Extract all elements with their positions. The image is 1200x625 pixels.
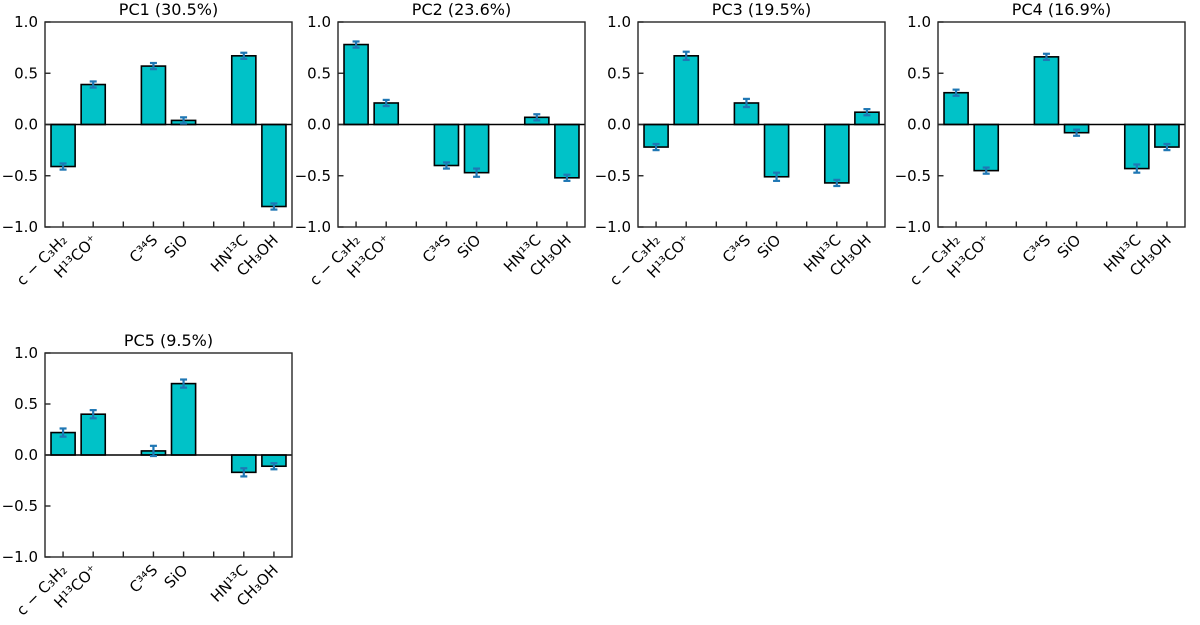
- y-tick-label: 0.5: [307, 64, 331, 82]
- bar-pc2-cat3: [463, 123, 490, 174]
- errorbar-pc4-cat0: [952, 88, 960, 97]
- bar-pc5-cat3: [170, 382, 197, 456]
- errorbar-pc1-cat3: [180, 116, 188, 125]
- errorbar-pc5-cat0: [59, 427, 67, 438]
- y-tick-label: −1.0: [595, 218, 631, 236]
- errorbar-pc3-cat2: [742, 97, 750, 109]
- errorbar-pc5-cat3: [180, 378, 188, 389]
- x-category-label: SiO: [161, 561, 192, 592]
- x-category-label: C³⁴S: [126, 231, 161, 266]
- errorbar-pc4-cat4: [1133, 163, 1141, 174]
- errorbar-pc2-cat3: [473, 167, 481, 178]
- errorbar-pc5-cat1: [89, 409, 97, 420]
- y-tick-label: 0.5: [607, 64, 631, 82]
- y-tick-label: 1.0: [14, 13, 38, 31]
- y-tick-label: 1.0: [14, 344, 38, 362]
- bar-pc1-cat1: [80, 83, 107, 126]
- errorbar-pc2-cat1: [382, 98, 390, 108]
- errorbar-pc1-cat2: [149, 61, 157, 71]
- errorbar-pc5-cat2: [149, 444, 157, 458]
- bar-pc4-cat4: [1123, 123, 1150, 170]
- y-tick-label: −0.5: [895, 167, 931, 185]
- bar-pc2-cat2: [433, 123, 460, 167]
- bar-pc4-cat2: [1033, 56, 1060, 126]
- y-tick-label: 0.5: [14, 395, 38, 413]
- errorbar-pc4-cat5: [1163, 142, 1171, 152]
- bar-pc1-cat4: [230, 55, 257, 126]
- y-tick-label: −1.0: [895, 218, 931, 236]
- errorbar-pc3-cat3: [773, 171, 781, 182]
- y-tick-label: −1.0: [2, 548, 38, 566]
- errorbar-pc3-cat0: [652, 142, 660, 152]
- bar-pc3-cat4: [823, 123, 850, 184]
- subplot-pc1: 1.0 0.5 0.0 −0.5 −1.0 c − C₃H₂ H¹³CO⁺ C³⁴S SiO HN…: [0, 0, 300, 318]
- y-tick-label: 1.0: [307, 13, 331, 31]
- bar-pc2-cat5: [554, 123, 580, 179]
- y-tick-label: 1.0: [607, 13, 631, 31]
- subplot-pc5: 1.0 0.5 0.0 −0.5 −1.0 c − C₃H₂ H¹³CO⁺ C³⁴S SiO HN…: [0, 331, 300, 625]
- y-tick-label: 0.0: [307, 116, 331, 134]
- bar-pc1-cat0: [50, 123, 76, 168]
- errorbar-pc3-cat5: [863, 108, 871, 117]
- plot-title: PC2 (23.6%): [412, 0, 511, 19]
- bar-pc1-cat5: [261, 123, 287, 208]
- errorbar-pc1-cat0: [59, 162, 67, 171]
- y-tick-label: −1.0: [295, 218, 331, 236]
- bar-pc3-cat1: [673, 55, 700, 126]
- errorbar-pc5-cat5: [270, 462, 278, 471]
- y-tick-label: −1.0: [2, 218, 38, 236]
- y-tick-label: 0.0: [907, 116, 931, 134]
- bar-pc4-cat0: [943, 91, 969, 126]
- x-category-label: SiO: [754, 231, 785, 262]
- plot-title: PC3 (19.5%): [712, 0, 811, 19]
- bar-pc4-cat1: [973, 123, 1000, 172]
- y-tick-label: 0.5: [907, 64, 931, 82]
- errorbar-pc4-cat2: [1042, 52, 1050, 62]
- x-category-label: SiO: [454, 231, 485, 262]
- errorbar-pc1-cat4: [240, 51, 248, 61]
- errorbar-pc3-cat4: [833, 178, 841, 188]
- y-tick-label: −0.5: [595, 167, 631, 185]
- bar-pc1-cat2: [140, 65, 167, 126]
- y-tick-label: 0.0: [607, 116, 631, 134]
- plot-title: PC4 (16.9%): [1012, 0, 1111, 19]
- bar-pc2-cat0: [343, 43, 369, 126]
- x-category-label: C³⁴S: [419, 231, 454, 266]
- y-tick-label: −0.5: [295, 167, 331, 185]
- errorbar-pc2-cat5: [563, 173, 571, 182]
- errorbar-pc3-cat1: [682, 50, 690, 62]
- x-category-label: C³⁴S: [719, 231, 754, 266]
- subplot-pc3: 1.0 0.5 0.0 −0.5 −1.0 c − C₃H₂ H¹³CO⁺ C³⁴S SiO HN…: [593, 0, 893, 318]
- bar-pc3-cat3: [763, 123, 790, 178]
- errorbar-pc2-cat0: [352, 40, 360, 49]
- x-category-label: C³⁴S: [1019, 231, 1054, 266]
- errorbar-pc5-cat4: [240, 467, 248, 478]
- y-tick-label: 0.0: [14, 446, 38, 464]
- errorbar-pc4-cat3: [1073, 128, 1081, 137]
- plot-title: PC5 (9.5%): [124, 331, 213, 350]
- y-tick-label: 0.0: [14, 116, 38, 134]
- subplot-pc2: 1.0 0.5 0.0 −0.5 −1.0 c − C₃H₂ H¹³CO⁺ C³⁴S SiO HN…: [293, 0, 593, 318]
- x-category-label: SiO: [1054, 231, 1085, 262]
- y-tick-label: −0.5: [2, 167, 38, 185]
- errorbar-pc1-cat5: [270, 202, 278, 211]
- x-category-label: C³⁴S: [126, 561, 161, 596]
- errorbar-pc2-cat4: [533, 113, 541, 122]
- y-tick-label: 1.0: [907, 13, 931, 31]
- bar-pc5-cat1: [80, 413, 107, 456]
- errorbar-pc1-cat1: [89, 80, 97, 89]
- y-tick-label: 0.5: [14, 64, 38, 82]
- errorbar-pc2-cat2: [442, 161, 450, 170]
- subplot-pc4: 1.0 0.5 0.0 −0.5 −1.0 c − C₃H₂ H¹³CO⁺ C³⁴S SiO HN…: [893, 0, 1193, 318]
- errorbar-pc4-cat1: [982, 166, 990, 175]
- y-tick-label: −0.5: [2, 497, 38, 515]
- x-category-label: SiO: [161, 231, 192, 262]
- plot-title: PC1 (30.5%): [119, 0, 218, 19]
